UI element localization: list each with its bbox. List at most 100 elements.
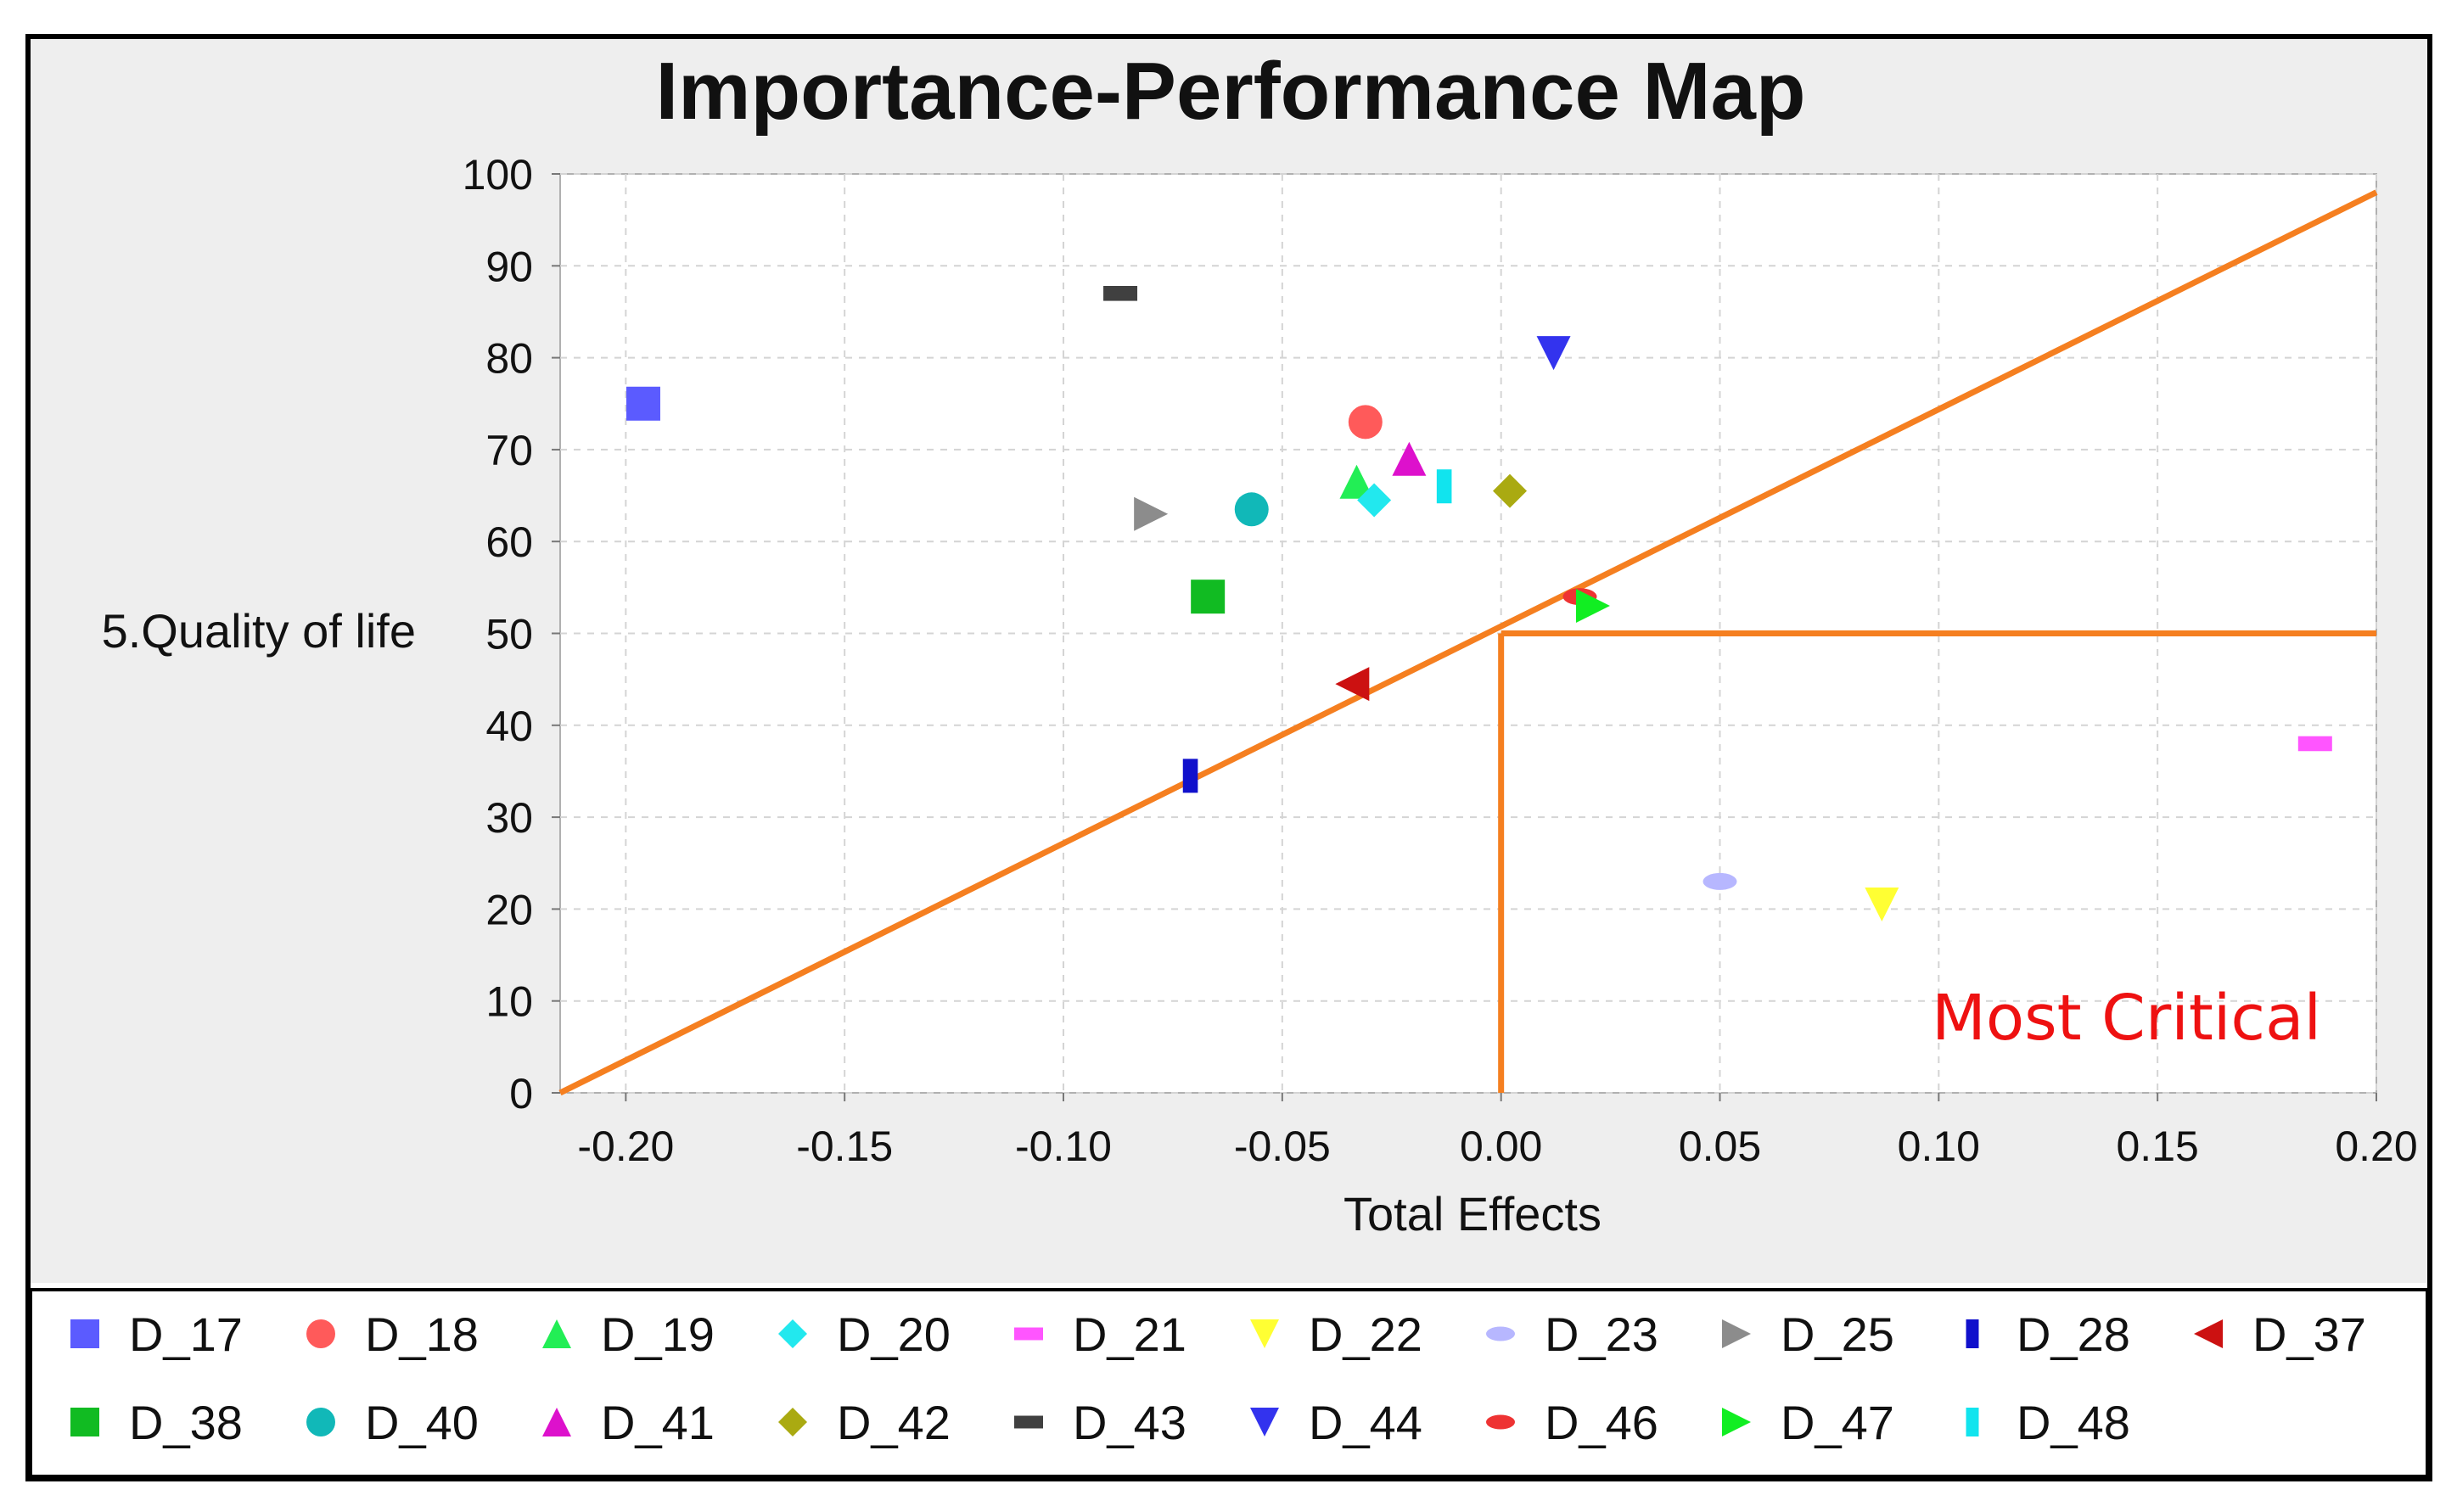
- legend-label: D_23: [1545, 1308, 1658, 1361]
- legend-marker-d-21: [1014, 1327, 1043, 1341]
- legend-marker-d-18: [306, 1319, 335, 1348]
- legend-marker-d-42: [778, 1408, 807, 1436]
- legend-item: D_25: [1722, 1308, 1894, 1361]
- legend-label: D_44: [1309, 1396, 1422, 1449]
- diagonal-reference-line: [558, 189, 2378, 1096]
- x-tick-label: 0.20: [2335, 1123, 2417, 1170]
- legend-label: D_42: [837, 1396, 951, 1449]
- x-tick-label: 0.05: [1679, 1123, 1761, 1170]
- data-points: [625, 285, 2332, 921]
- y-tick-label: 20: [485, 886, 533, 933]
- point-d-48: [1436, 469, 1452, 504]
- legend-marker-d-41: [542, 1408, 571, 1436]
- legend-item: D_23: [1486, 1308, 1658, 1361]
- legend-item: D_38: [70, 1396, 243, 1449]
- x-axis-label: Total Effects: [1343, 1187, 1602, 1240]
- legend-marker-d-28: [1966, 1319, 1979, 1348]
- most-critical-annotation: Most Critical: [1932, 982, 2321, 1055]
- y-tick-label: 80: [485, 335, 533, 383]
- point-d-22: [1865, 887, 1899, 921]
- legend-marker-d-40: [306, 1408, 335, 1436]
- legend-item: D_19: [542, 1308, 715, 1361]
- legend-label: D_47: [1781, 1396, 1894, 1449]
- legend-marker-d-47: [1722, 1408, 1751, 1436]
- legend-marker-d-46: [1486, 1414, 1515, 1430]
- legend-label: D_37: [2252, 1308, 2366, 1361]
- legend-label: D_22: [1309, 1308, 1422, 1361]
- y-tick-labels: 0 10 20 30 40 50 60 70 80 90 100: [463, 151, 560, 1117]
- legend-label: D_41: [601, 1396, 715, 1449]
- legend: D_17 D_18 D_19 D_20 D_21 D_22 D_23 D_25 D_28 D_37…: [70, 1308, 2366, 1449]
- legend-label: D_48: [2017, 1396, 2130, 1449]
- legend-label: D_40: [365, 1396, 479, 1449]
- x-tick-label: 0.10: [1898, 1123, 1980, 1170]
- legend-item: D_21: [1014, 1308, 1186, 1361]
- y-axis-label: 5.Quality of life: [102, 604, 416, 658]
- y-tick-label: 100: [463, 151, 533, 199]
- point-d-43: [1103, 285, 1138, 301]
- legend-marker-d-19: [542, 1319, 571, 1348]
- legend-item: D_18: [306, 1308, 479, 1361]
- point-d-18: [1348, 405, 1383, 440]
- legend-marker-d-44: [1250, 1408, 1279, 1436]
- legend-label: D_20: [837, 1308, 951, 1361]
- legend-item: D_28: [1966, 1308, 2130, 1361]
- legend-label: D_19: [601, 1308, 715, 1361]
- legend-item: D_42: [778, 1396, 951, 1449]
- point-d-20: [1357, 483, 1392, 518]
- point-d-21: [2297, 736, 2332, 752]
- x-tick-label: -0.05: [1234, 1123, 1331, 1170]
- x-tick-label: -0.15: [796, 1123, 893, 1170]
- legend-item: D_46: [1486, 1396, 1658, 1449]
- legend-item: D_22: [1250, 1308, 1422, 1361]
- legend-marker-d-22: [1250, 1319, 1279, 1348]
- point-d-37: [1335, 667, 1370, 702]
- point-d-38: [1191, 580, 1226, 614]
- point-d-25: [1134, 496, 1169, 531]
- legend-item: D_41: [542, 1396, 715, 1449]
- y-tick-label: 70: [485, 427, 533, 474]
- legend-item: D_48: [1966, 1396, 2130, 1449]
- point-d-19: [1339, 464, 1374, 499]
- legend-marker-d-37: [2194, 1319, 2223, 1348]
- legend-label: D_38: [129, 1396, 243, 1449]
- chart-title: Importance-Performance Map: [655, 46, 1805, 137]
- grid: [560, 173, 2377, 1094]
- x-tick-labels: -0.20 -0.15 -0.10 -0.05 0.00 0.05 0.10 0.15 0.20: [577, 1093, 2418, 1170]
- x-tick-label: -0.20: [577, 1123, 674, 1170]
- legend-marker-d-20: [778, 1319, 807, 1348]
- y-tick-label: 0: [509, 1070, 533, 1117]
- x-tick-label: -0.10: [1015, 1123, 1112, 1170]
- legend-item: D_47: [1722, 1396, 1894, 1449]
- legend-item: D_37: [2194, 1308, 2366, 1361]
- point-d-47: [1575, 589, 1610, 624]
- x-tick-label: 0.15: [2117, 1123, 2199, 1170]
- legend-label: D_43: [1073, 1396, 1186, 1449]
- y-tick-label: 10: [485, 978, 533, 1026]
- point-d-44: [1536, 336, 1571, 371]
- point-d-40: [1234, 492, 1269, 527]
- legend-item: D_17: [70, 1308, 243, 1361]
- legend-label: D_25: [1781, 1308, 1894, 1361]
- legend-label: D_17: [129, 1308, 243, 1361]
- point-d-28: [1182, 759, 1198, 793]
- y-tick-label: 40: [485, 703, 533, 750]
- legend-marker-d-17: [70, 1319, 99, 1348]
- legend-label: D_46: [1545, 1396, 1658, 1449]
- point-d-17: [625, 386, 660, 421]
- y-tick-label: 90: [485, 243, 533, 290]
- legend-label: D_28: [2017, 1308, 2130, 1361]
- legend-item: D_40: [306, 1396, 479, 1449]
- legend-marker-d-23: [1486, 1326, 1515, 1341]
- point-d-42: [1492, 473, 1527, 508]
- legend-item: D_43: [1014, 1396, 1186, 1449]
- legend-box: [29, 1288, 2429, 1478]
- x-tick-label: 0.00: [1460, 1123, 1542, 1170]
- legend-label: D_18: [365, 1308, 479, 1361]
- legend-item: D_20: [778, 1308, 951, 1361]
- point-d-23: [1703, 872, 1737, 890]
- legend-item: D_44: [1250, 1396, 1422, 1449]
- y-tick-label: 60: [485, 518, 533, 566]
- point-d-41: [1392, 441, 1427, 476]
